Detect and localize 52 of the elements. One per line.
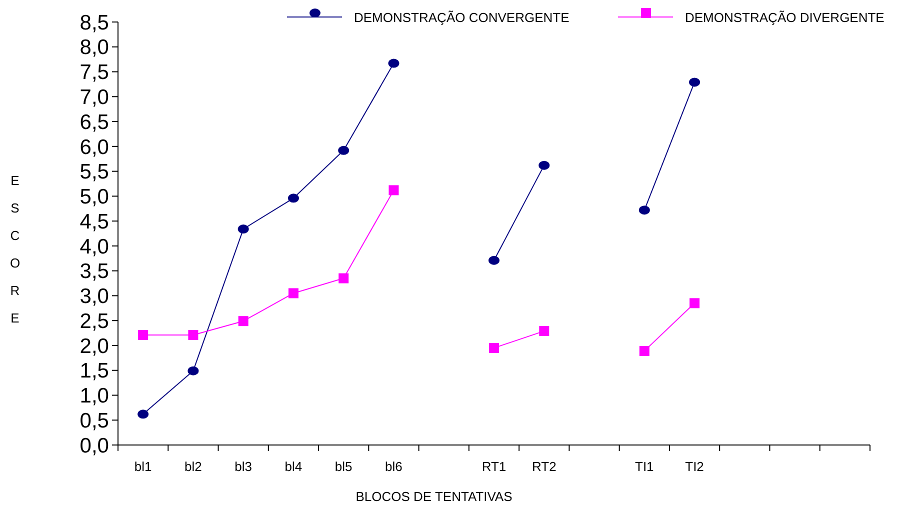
point [138,330,148,340]
y-tick-label: 0,0 [80,434,109,458]
y-tick-label: 8,0 [80,36,109,60]
x-tick-label: TI2 [685,459,704,474]
y-tick-label: 2,0 [80,334,109,358]
y-tick-label: 4,5 [80,210,109,234]
x-tick-label: bl4 [284,459,302,474]
point [288,288,298,298]
legend-label: DEMONSTRAÇÃO DIVERGENTE [685,10,885,25]
point [689,78,700,87]
y-tick-label: 8,5 [80,11,109,34]
y-tick-label: 5,5 [80,160,109,184]
y-tick-label: 2,5 [80,310,109,333]
x-tick-label: bl1 [134,459,152,474]
x-tick-label: RT1 [482,459,506,474]
x-tick-label: bl5 [334,459,352,474]
point [238,224,249,234]
point [638,206,650,215]
legend-label: DEMONSTRAÇÃO CONVERGENTE [354,10,570,25]
point [488,256,500,265]
y-tick-label: 3,0 [80,285,109,308]
y-tick-label: 1,0 [80,384,109,408]
y-tick-label: 1,5 [80,360,109,383]
point [538,160,550,170]
point [338,273,349,284]
x-tick-label: bl6 [385,459,402,474]
y-tick-label: 7,0 [80,86,109,109]
y-tick-label: 0,5 [80,409,109,432]
point [238,316,248,326]
x-tick-label: bl3 [234,459,252,474]
point [188,330,198,340]
point [388,185,399,196]
y-tick-label: 5,0 [80,186,109,209]
point [338,146,350,155]
y-tick-label: 7,5 [80,61,109,84]
point [138,410,149,419]
point [690,298,700,308]
y-axis-title: ESCORE [10,173,20,326]
point [188,366,199,376]
point [539,326,550,336]
y-tick-label: 6,5 [80,110,109,134]
point [489,342,499,353]
y-tick-label: 3,5 [80,260,109,284]
y-tick-label: 4,0 [80,235,109,258]
x-axis-title: BLOCOS DE TENTATIVAS [356,489,513,504]
y-tick-label: 6,0 [80,136,109,159]
x-tick-label: bl2 [184,459,202,474]
x-tick-label: RT2 [532,459,556,474]
point [639,346,650,356]
point [288,194,299,203]
point [388,58,400,68]
x-tick-label: TI1 [635,459,654,474]
